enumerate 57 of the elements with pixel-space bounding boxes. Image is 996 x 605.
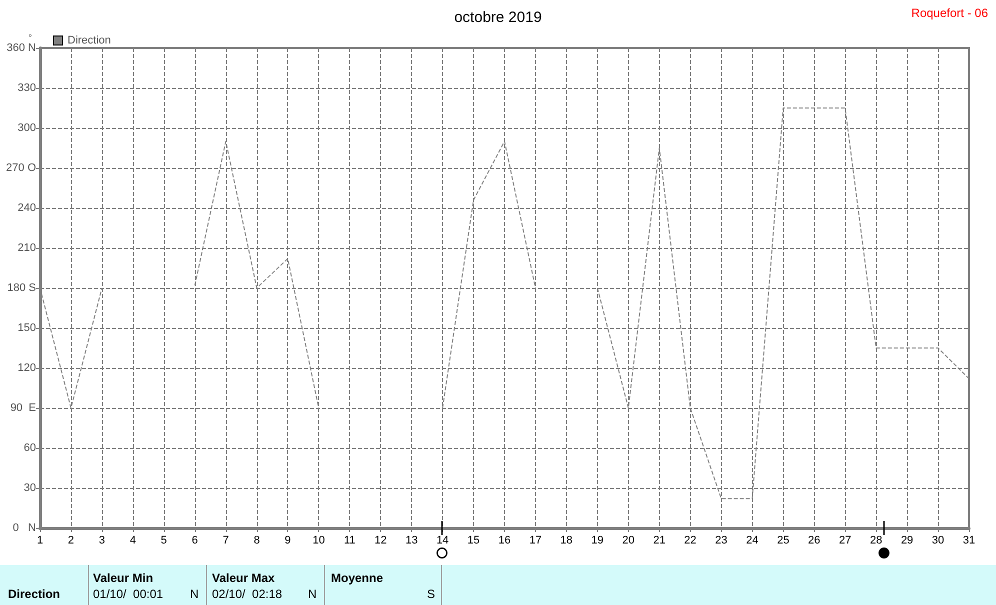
x-tick-label: 31 [962, 534, 976, 546]
x-tick-label: 20 [622, 534, 634, 546]
x-tick-label: 14 [436, 534, 449, 546]
y-tick-label: 240 [18, 202, 36, 214]
y-tick-label: 60 [24, 442, 36, 454]
text: Valeur Max [212, 571, 275, 585]
x-tick-label: 22 [684, 534, 696, 546]
y-tick-label: 210 [18, 242, 36, 254]
x-tick-label: 3 [98, 534, 105, 546]
chart-title: octobre 2019 [454, 9, 542, 26]
y-tick-label: 30 [24, 482, 36, 494]
text: Valeur Min [93, 571, 154, 585]
x-tick-label: 24 [746, 534, 758, 546]
x-tick-label: 7 [222, 534, 229, 546]
x-tick-label: 19 [591, 534, 604, 546]
x-tick-label: 11 [344, 534, 356, 546]
text: 01/10/ 00:01 [93, 587, 164, 601]
x-tick-label: 13 [405, 534, 418, 546]
x-tick-label: 8 [254, 534, 260, 546]
text: N [308, 587, 317, 601]
y-axis-title: ° [28, 32, 32, 42]
text: Direction [8, 587, 60, 601]
y-tick-label: 150 [18, 322, 36, 334]
x-tick-label: 30 [932, 534, 944, 546]
text: N [190, 587, 199, 601]
x-tick-label: 17 [529, 534, 542, 546]
x-tick-label: 15 [467, 534, 480, 546]
x-tick-label: 21 [653, 534, 666, 546]
x-tick-label: 16 [498, 534, 511, 546]
x-tick-label: 28 [870, 534, 882, 546]
x-tick-label: 18 [560, 534, 573, 546]
y-tick-label: 0 N [12, 522, 36, 534]
x-tick-label: 23 [715, 534, 728, 546]
x-tick-label: 5 [160, 534, 167, 546]
x-tick-label: 4 [130, 534, 136, 546]
x-tick-label: 2 [68, 534, 74, 546]
x-tick-label: 1 [36, 534, 44, 546]
x-tick-label: 10 [312, 534, 325, 546]
text: Moyenne [331, 571, 384, 585]
y-tick-label: 300 [18, 122, 36, 134]
y-tick-label: 330 [18, 82, 36, 94]
x-tick-label: 27 [839, 534, 852, 546]
x-tick-label: 12 [374, 534, 387, 546]
text: 02/10/ 02:18 [212, 587, 282, 601]
legend-label: Direction [68, 34, 111, 46]
y-tick-label: 360 N [6, 42, 36, 54]
x-tick-label: 9 [284, 534, 291, 546]
y-tick-label: 180 S [7, 282, 36, 294]
y-tick-label: 90 E [10, 402, 36, 414]
y-tick-label: 270 O [6, 162, 36, 174]
x-tick-label: 26 [808, 534, 820, 546]
text: S [427, 587, 436, 601]
text: Roquefort - 06 [911, 6, 988, 20]
x-tick-label: 25 [777, 534, 790, 546]
x-tick-label: 29 [900, 534, 914, 546]
y-tick-label: 120 [18, 362, 36, 374]
x-tick-label: 6 [192, 534, 198, 546]
